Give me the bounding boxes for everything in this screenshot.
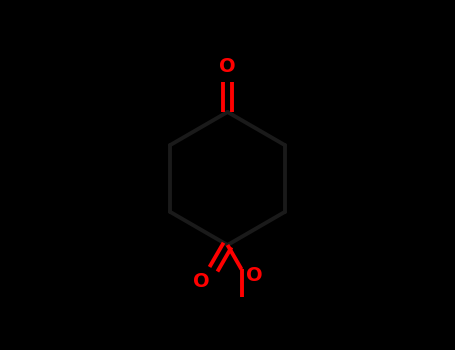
Text: O: O: [246, 266, 263, 286]
Text: O: O: [192, 272, 209, 291]
Text: O: O: [219, 57, 236, 76]
